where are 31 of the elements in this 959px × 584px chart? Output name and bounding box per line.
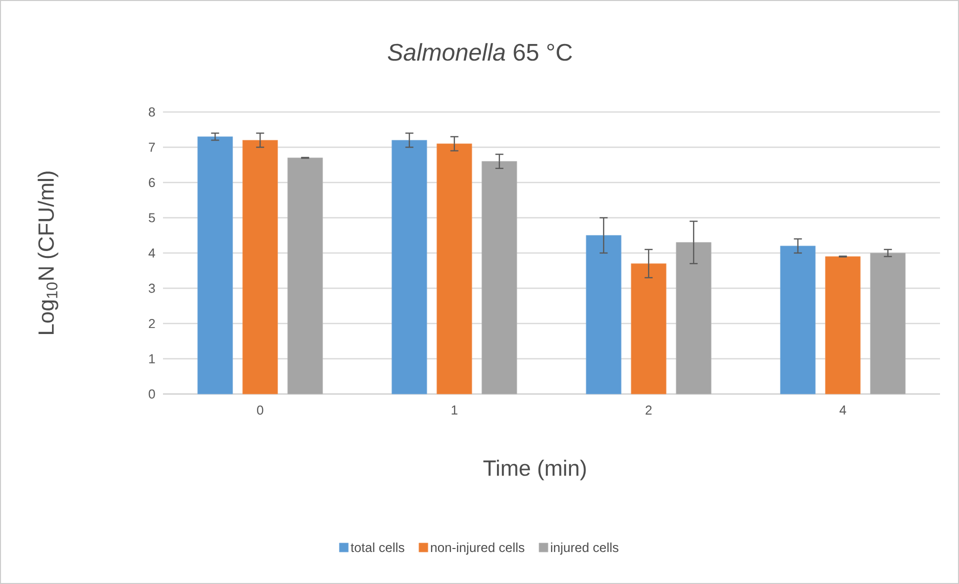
bar (870, 252, 906, 394)
x-tick-label: 2 (646, 406, 652, 415)
y-tick-label: 0 (148, 389, 155, 399)
x-tick-label: 0 (257, 406, 264, 415)
y-tick-label: 6 (148, 178, 155, 188)
y-tick-label: 7 (148, 142, 155, 152)
x-tick-label: 1 (452, 406, 458, 414)
x-tick-label: 4 (840, 406, 846, 414)
legend-label: injured cells (551, 542, 618, 555)
bar (780, 246, 816, 394)
x-axis-title: Time (min) (483, 460, 586, 480)
y-tick-label: 8 (148, 107, 155, 117)
y-tick-label: 3 (148, 284, 155, 293)
y-tick-label: 4 (148, 248, 156, 258)
bar (242, 140, 278, 394)
bar (676, 242, 712, 394)
bar (586, 235, 622, 394)
y-tick-label: 1 (149, 354, 155, 364)
legend-label: total cells (350, 542, 404, 552)
y-axis-title: Log$_{10}$N (CFU/ml) (38, 172, 58, 334)
bar (630, 263, 666, 394)
bar (436, 144, 472, 394)
y-tick-label: 5 (148, 213, 155, 222)
bar (197, 136, 233, 394)
bar (482, 161, 518, 394)
y-tick-label: 2 (148, 318, 155, 328)
legend-label: non-injured cells (431, 542, 524, 555)
bar (825, 256, 861, 394)
chart-title: Salmonella 65 °C (388, 43, 572, 61)
bar (287, 158, 323, 394)
bar (392, 140, 428, 394)
